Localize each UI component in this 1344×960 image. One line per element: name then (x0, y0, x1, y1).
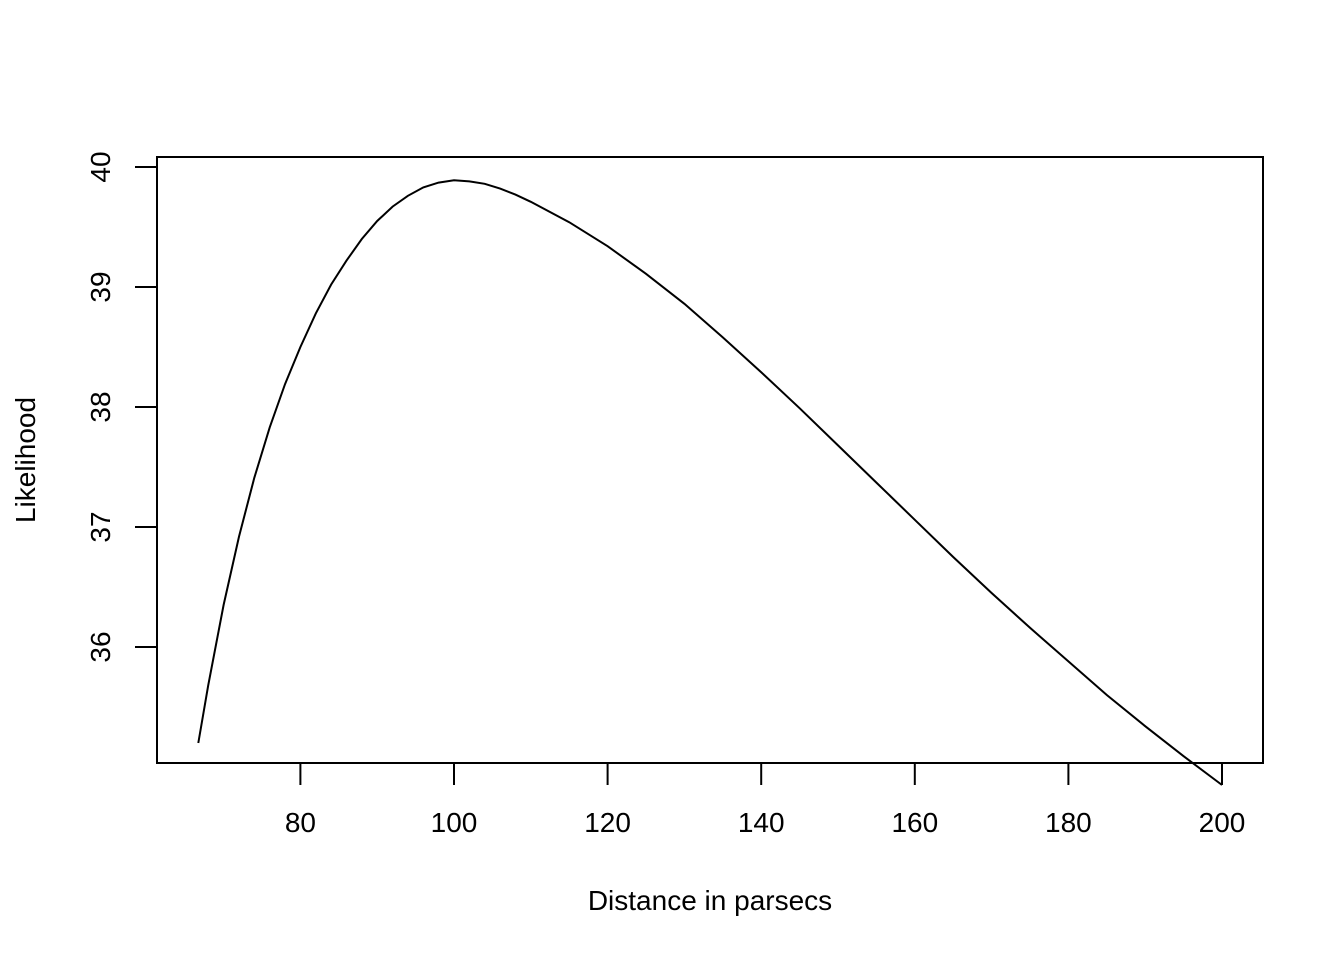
x-tick-label: 100 (431, 807, 478, 838)
y-axis-label: Likelihood (10, 397, 41, 523)
x-tick-label: 120 (584, 807, 631, 838)
x-tick-label: 180 (1045, 807, 1092, 838)
y-tick-label: 37 (85, 511, 116, 542)
y-axis: 36 37 38 39 40 (85, 151, 158, 663)
likelihood-curve (197, 179, 1223, 786)
y-tick-label: 36 (85, 631, 116, 662)
x-axis: 80 100 120 140 160 180 200 (285, 762, 1246, 838)
x-tick-label: 200 (1199, 807, 1246, 838)
x-tick-label: 140 (738, 807, 785, 838)
y-tick-label: 38 (85, 391, 116, 422)
y-tick-label: 40 (85, 151, 116, 182)
x-axis-label: Distance in parsecs (588, 885, 832, 916)
y-tick-label: 39 (85, 271, 116, 302)
plot-frame (156, 156, 1264, 764)
x-tick-label: 160 (891, 807, 938, 838)
x-tick-label: 80 (285, 807, 316, 838)
